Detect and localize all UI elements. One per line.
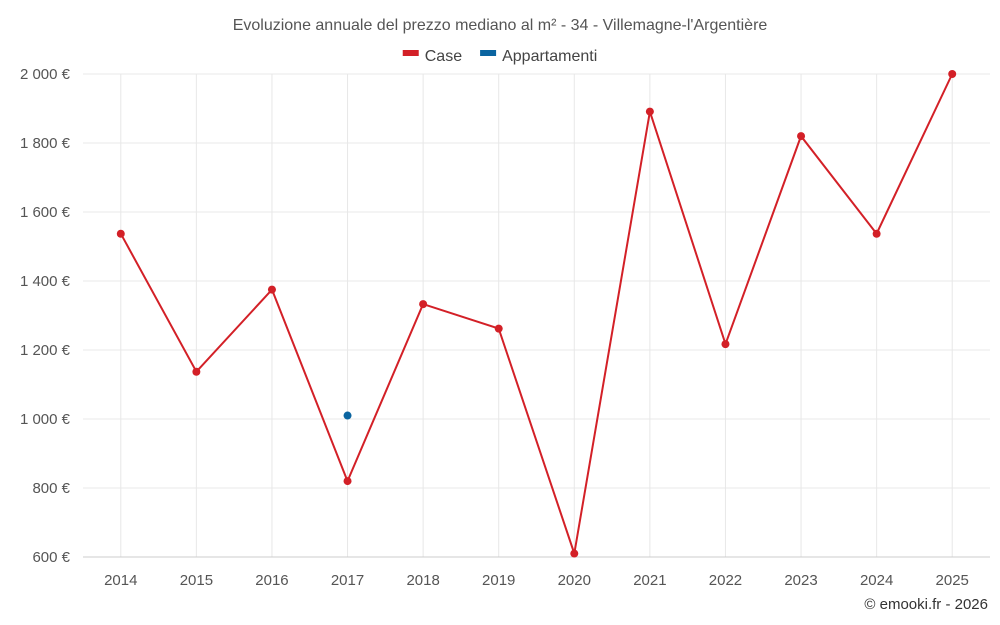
series-case <box>116 70 957 558</box>
data-point[interactable] <box>721 340 730 349</box>
x-tick-label: 2015 <box>180 572 213 589</box>
legend-label: Case <box>425 48 462 65</box>
chart-title: Evoluzione annuale del prezzo mediano al… <box>233 17 768 34</box>
x-tick-label: 2014 <box>104 572 137 589</box>
data-point[interactable] <box>192 367 201 376</box>
y-tick-label: 1 600 € <box>20 204 71 221</box>
legend-swatch <box>480 50 497 56</box>
y-tick-label: 2 000 € <box>20 66 71 83</box>
series-appartamenti <box>343 411 352 420</box>
legend-swatch <box>402 50 419 56</box>
y-tick-label: 1 000 € <box>20 411 71 428</box>
data-point[interactable] <box>948 70 957 78</box>
series-layer <box>116 70 957 558</box>
x-tick-label: 2023 <box>784 572 817 589</box>
legend-label: Appartamenti <box>502 48 597 65</box>
grid-lines <box>83 73 990 558</box>
data-point[interactable] <box>872 229 881 238</box>
chart-legend: Case Appartamenti <box>402 48 597 65</box>
data-point[interactable] <box>343 477 352 486</box>
x-tick-label: 2016 <box>255 572 288 589</box>
x-tick-label: 2021 <box>633 572 666 589</box>
x-tick-label: 2025 <box>936 572 969 589</box>
x-tick-label: 2024 <box>860 572 893 589</box>
x-axis-ticks: 2014 2015 2016 2017 2018 2019 2020 2021 2022 2023… <box>104 572 969 589</box>
y-axis-ticks: 600 € 800 € 1 000 € 1 200 € 1 400 € 1 600 € 1 … <box>20 66 71 566</box>
x-tick-label: 2019 <box>482 572 515 589</box>
data-point[interactable] <box>419 300 428 309</box>
data-point[interactable] <box>494 324 503 333</box>
data-point[interactable] <box>116 229 125 238</box>
y-tick-label: 1 200 € <box>20 342 71 359</box>
data-point[interactable] <box>797 132 806 141</box>
data-point[interactable] <box>645 107 654 116</box>
x-tick-label: 2018 <box>406 572 439 589</box>
x-tick-label: 2017 <box>331 572 364 589</box>
y-tick-label: 600 € <box>32 549 70 566</box>
data-point[interactable] <box>570 549 579 558</box>
x-tick-label: 2022 <box>709 572 742 589</box>
x-tick-label: 2020 <box>558 572 591 589</box>
y-tick-label: 1 400 € <box>20 273 71 290</box>
y-tick-label: 800 € <box>32 480 70 497</box>
credit-text: © emooki.fr - 2026 <box>864 596 988 613</box>
y-tick-label: 1 800 € <box>20 135 71 152</box>
data-point[interactable] <box>343 411 352 420</box>
data-point[interactable] <box>267 285 276 294</box>
series-line <box>119 73 954 554</box>
